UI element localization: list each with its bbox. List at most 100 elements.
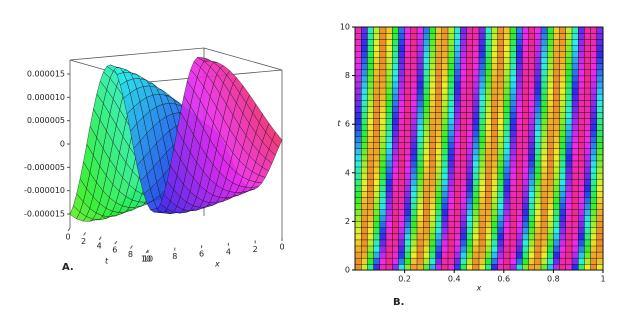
density-cell — [578, 209, 585, 216]
density-cell — [423, 38, 430, 46]
density-cell — [429, 81, 437, 89]
density-cell — [373, 172, 381, 180]
density-cell — [522, 45, 530, 52]
density-cell — [454, 51, 461, 58]
density-cell — [416, 172, 424, 180]
density-cell — [441, 160, 449, 168]
density-cell — [447, 63, 455, 71]
density-cell — [373, 130, 381, 137]
density-cell — [522, 105, 530, 113]
density-cell — [584, 75, 592, 83]
density-cell — [571, 239, 579, 247]
density-cell — [385, 45, 393, 52]
density-cell — [485, 136, 492, 143]
density-cell — [392, 196, 399, 204]
density-cell — [373, 233, 381, 241]
density-cell — [553, 99, 561, 107]
density-cell — [540, 81, 548, 89]
density-cell — [385, 227, 393, 235]
density-cell — [435, 166, 443, 174]
density-cell — [485, 45, 492, 52]
density-cell — [385, 166, 393, 174]
density-cell — [385, 111, 393, 119]
density-cell — [472, 227, 480, 235]
density-cell — [460, 239, 468, 247]
density-cell — [522, 117, 530, 125]
density-cell — [441, 75, 449, 83]
density-cell — [361, 81, 368, 89]
density-cell — [553, 45, 561, 52]
density-cell — [472, 99, 480, 107]
density-cell — [509, 166, 517, 174]
density-cell — [485, 202, 492, 210]
density-cell — [565, 136, 573, 143]
density-cell — [447, 57, 455, 64]
density-cell — [410, 142, 418, 150]
density-cell — [354, 111, 362, 119]
density-cell — [454, 26, 461, 34]
density-cell — [441, 136, 449, 143]
density-cell — [503, 257, 511, 265]
density-cell — [540, 263, 548, 271]
density-cell — [429, 75, 437, 83]
density-cell — [472, 148, 480, 156]
density-cell — [559, 136, 567, 143]
y-tick-label: 4 — [345, 168, 350, 177]
density-cell — [454, 130, 461, 137]
density-cell — [373, 196, 381, 204]
density-cell — [472, 63, 480, 71]
density-cell — [361, 215, 368, 222]
density-cell — [454, 142, 461, 150]
density-cell — [385, 233, 393, 241]
density-cell — [435, 160, 443, 168]
density-cell — [503, 75, 511, 83]
y-axis-label: t — [105, 257, 109, 266]
density-cell — [398, 38, 406, 46]
density-cell — [373, 87, 381, 95]
density-cell — [447, 87, 455, 95]
density-cell — [385, 148, 393, 156]
density-cell — [454, 233, 461, 241]
density-cell — [565, 123, 573, 131]
density-cell — [497, 123, 505, 131]
density-cell — [447, 160, 455, 168]
density-cell — [528, 154, 536, 162]
density-cell — [447, 166, 455, 174]
density-cell — [596, 111, 604, 119]
density-cell — [466, 251, 474, 259]
density-cell — [478, 166, 486, 174]
density-cell — [516, 57, 523, 64]
density-cell — [491, 148, 499, 156]
density-cell — [547, 99, 554, 107]
density-cell — [509, 160, 517, 168]
density-cell — [472, 172, 480, 180]
density-cell — [485, 63, 492, 71]
density-cell — [429, 69, 437, 77]
density-cell — [367, 51, 375, 58]
density-cell — [571, 148, 579, 156]
density-cell — [590, 227, 598, 235]
density-cell — [596, 75, 604, 83]
x-axis-label: x — [214, 260, 220, 269]
density-cell — [571, 32, 579, 40]
density-cell — [522, 166, 530, 174]
density-cell — [379, 45, 387, 52]
density-cell — [571, 196, 579, 204]
density-cell — [485, 257, 492, 265]
density-cell — [447, 130, 455, 137]
density-cell — [503, 202, 511, 210]
density-cell — [534, 117, 542, 125]
density-cell — [398, 32, 406, 40]
density-cell — [553, 111, 561, 119]
density-cell — [540, 26, 548, 34]
density-cell — [596, 239, 604, 247]
density-cell — [547, 160, 554, 168]
y-tick — [83, 232, 87, 236]
density-cell — [460, 178, 468, 186]
density-cell — [460, 209, 468, 216]
density-cell — [435, 245, 443, 253]
density-cell — [379, 263, 387, 271]
density-cell — [472, 93, 480, 101]
density-cell — [379, 172, 387, 180]
density-cell — [559, 184, 567, 192]
